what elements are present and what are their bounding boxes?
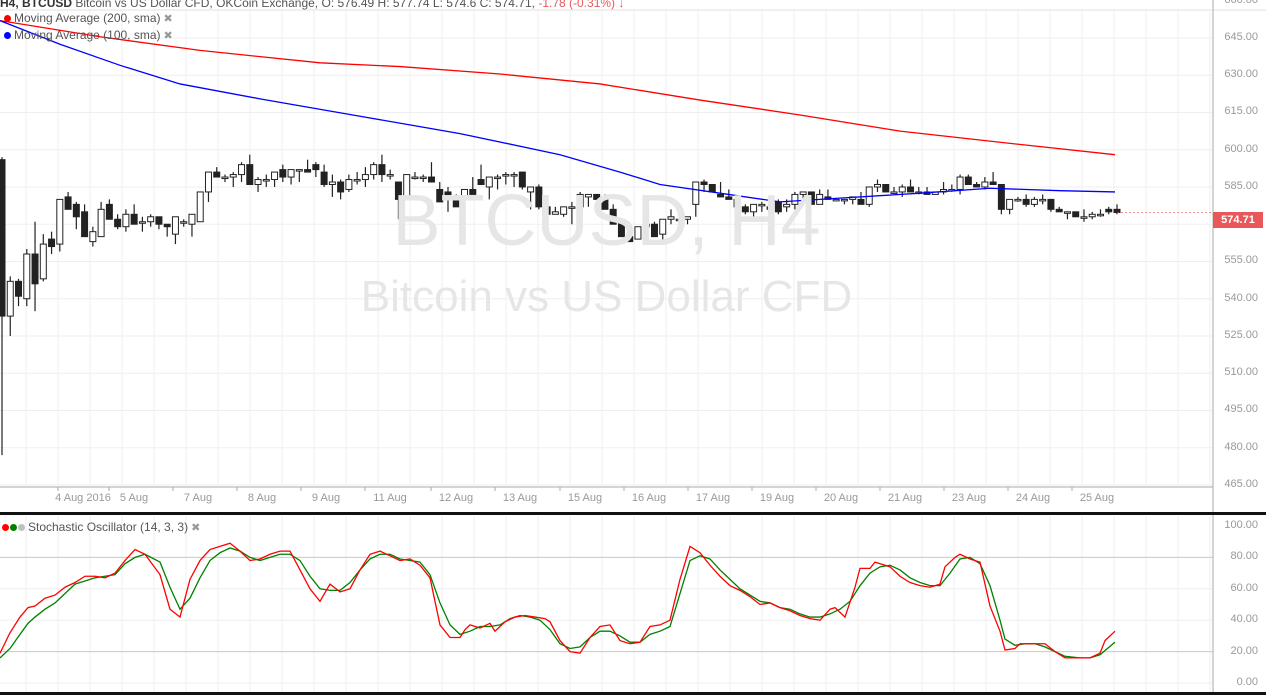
price-tick: 465.00 [1224,477,1258,490]
price-tick: 555.00 [1224,254,1258,267]
date-tick: 12 Aug [438,492,474,504]
date-tick: 24 Aug [1015,492,1051,504]
stochastic-tick: 40.00 [1230,613,1258,626]
price-tick: 630.00 [1224,68,1258,81]
legend-ma100[interactable]: Moving Average (100, sma) ✖ [4,28,173,42]
price-tick: 585.00 [1224,179,1258,192]
red-dot-icon [2,524,9,532]
symbol-label: BTCUSD [22,0,73,10]
down-arrow-icon: ↓ [618,0,625,10]
date-tick: 25 Aug [1079,492,1115,504]
stochastic-tick: 0.00 [1236,676,1258,688]
legend-ma200-label: Moving Average (200, sma) [14,11,161,25]
date-tick: 19 Aug [759,492,795,504]
stochastic-tick: 60.00 [1230,581,1258,594]
price-tick: 660.00 [1224,0,1258,6]
date-tick: 15 Aug [567,492,603,504]
chart-header: H4, BTCUSD Bitcoin vs US Dollar CFD, OKC… [0,0,624,10]
ohlc-values: O: 576.49 H: 577.74 L: 574.6 C: 574.71, [321,0,535,10]
close-icon[interactable]: ✖ [163,13,173,25]
last-price-badge: 574.71 [1213,212,1263,228]
date-tick: 20 Aug [823,492,859,504]
price-tick: 540.00 [1224,291,1258,304]
legend-stochastic-label: Stochastic Oscillator (14, 3, 3) [28,520,189,534]
price-tick: 510.00 [1224,366,1258,379]
date-tick: 9 Aug [311,492,341,504]
price-tick: 495.00 [1224,403,1258,416]
price-tick: 615.00 [1224,105,1258,118]
stochastic-tick: 20.00 [1230,644,1258,657]
symbol-description: Bitcoin vs US Dollar CFD, OKCoin Exchang… [75,0,319,10]
date-tick: 11 Aug [373,492,407,504]
date-tick: 13 Aug [502,492,538,504]
price-change: -1.78 (-0.31%) [538,0,616,10]
date-tick: 17 Aug [695,492,731,504]
date-tick: 4 Aug 2016 [55,492,111,504]
gray-dot-icon [18,524,25,532]
price-tick: 480.00 [1224,440,1258,453]
red-dot-icon [4,15,11,23]
legend-ma100-label: Moving Average (100, sma) [14,28,161,42]
date-tick: 8 Aug [247,492,277,504]
legend-stochastic[interactable]: Stochastic Oscillator (14, 3, 3) ✖ [2,520,200,534]
date-tick: 23 Aug [951,492,987,504]
legend-ma200[interactable]: Moving Average (200, sma) ✖ [4,11,173,25]
timeframe-label: H4, [0,0,19,10]
watermark-name: Bitcoin vs US Dollar CFD [360,272,853,321]
stochastic-tick: 100.00 [1224,519,1258,531]
date-tick: 21 Aug [887,492,923,504]
date-tick: 16 Aug [631,492,667,504]
close-icon[interactable]: ✖ [191,522,201,534]
stochastic-tick: 80.00 [1230,550,1258,563]
date-tick: 7 Aug [183,492,213,504]
blue-dot-icon [4,32,11,40]
price-tick: 645.00 [1224,31,1258,43]
price-tick: 525.00 [1224,328,1258,341]
green-dot-icon [10,524,17,532]
price-tick: 600.00 [1224,142,1258,155]
watermark-symbol: BTCUSD, H4 [392,181,821,261]
close-icon[interactable]: ✖ [163,30,173,42]
date-tick: 5 Aug [119,492,149,504]
